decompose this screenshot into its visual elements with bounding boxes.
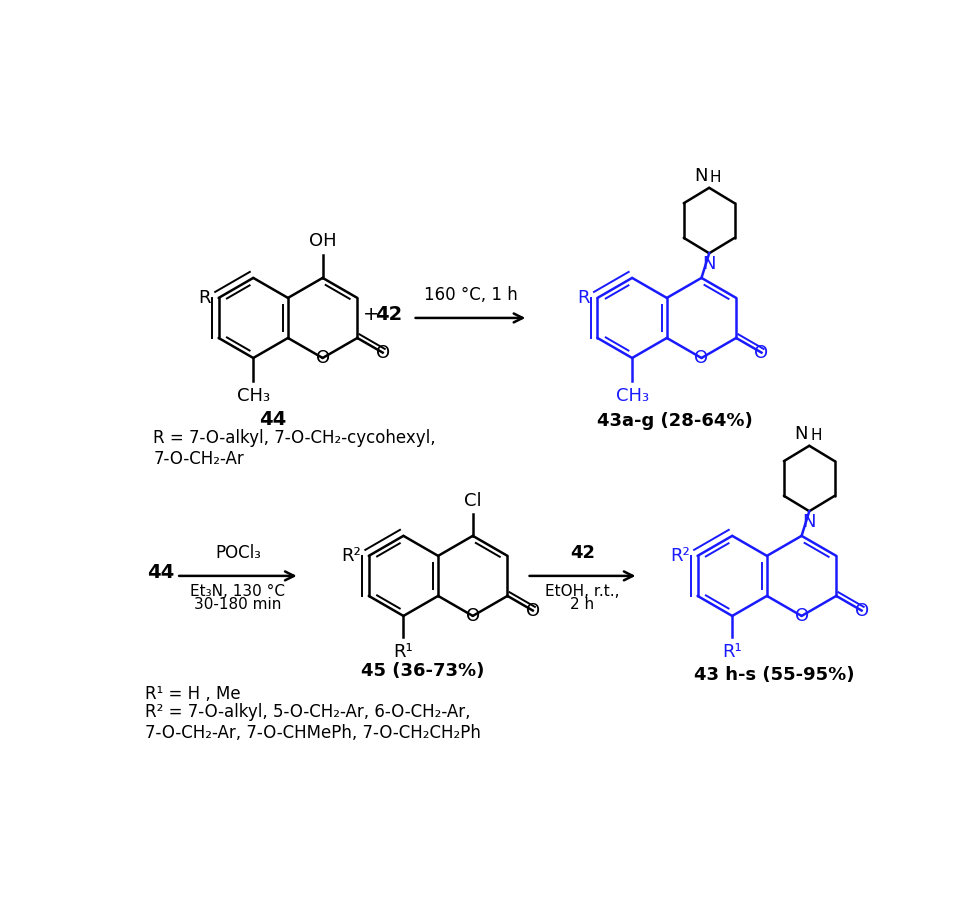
Text: R²: R² [670, 547, 690, 565]
Text: POCl₃: POCl₃ [215, 544, 260, 562]
Text: 42: 42 [570, 544, 595, 562]
Text: N: N [803, 513, 816, 531]
Text: 44: 44 [147, 562, 174, 581]
Text: O: O [375, 344, 390, 361]
Text: CH₃: CH₃ [615, 387, 648, 405]
Text: 30-180 min: 30-180 min [194, 597, 282, 612]
Text: N: N [703, 255, 716, 272]
Text: 160 °C, 1 h: 160 °C, 1 h [424, 286, 517, 304]
Text: O: O [754, 344, 769, 361]
Text: 42: 42 [375, 304, 402, 324]
Text: R¹: R¹ [722, 643, 742, 661]
Text: R¹: R¹ [394, 643, 413, 661]
Text: R²: R² [341, 547, 361, 565]
Text: O: O [694, 349, 709, 367]
Text: H: H [710, 170, 721, 184]
Text: R = 7-O-alkyl, 7-O-CH₂-cycohexyl,
7-O-CH₂-Ar: R = 7-O-alkyl, 7-O-CH₂-cycohexyl, 7-O-CH… [154, 429, 435, 468]
Text: 43a-g (28-64%): 43a-g (28-64%) [597, 412, 752, 430]
Text: 45 (36-73%): 45 (36-73%) [361, 662, 484, 680]
Text: R: R [577, 289, 590, 307]
Text: +: + [363, 304, 385, 324]
Text: N: N [794, 425, 808, 443]
Text: Et₃N, 130 °C: Et₃N, 130 °C [191, 583, 286, 599]
Text: Cl: Cl [464, 492, 481, 511]
Text: O: O [316, 349, 330, 367]
Text: H: H [810, 427, 821, 443]
Text: R: R [198, 289, 211, 307]
Text: N: N [694, 167, 708, 184]
Text: EtOH, r.t.,: EtOH, r.t., [545, 583, 620, 599]
Text: O: O [794, 607, 809, 624]
Text: O: O [466, 607, 480, 624]
Text: 44: 44 [259, 410, 286, 429]
Text: O: O [854, 602, 869, 620]
Text: R² = 7-O-alkyl, 5-O-CH₂-Ar, 6-O-CH₂-Ar,
7-O-CH₂-Ar, 7-O-CHMePh, 7-O-CH₂CH₂Ph: R² = 7-O-alkyl, 5-O-CH₂-Ar, 6-O-CH₂-Ar, … [146, 703, 481, 742]
Text: O: O [526, 602, 539, 620]
Text: CH₃: CH₃ [237, 387, 270, 405]
Text: 2 h: 2 h [571, 597, 595, 612]
Text: OH: OH [309, 232, 336, 250]
Text: 43 h-s (55-95%): 43 h-s (55-95%) [694, 666, 854, 684]
Text: R¹ = H , Me: R¹ = H , Me [146, 685, 241, 703]
